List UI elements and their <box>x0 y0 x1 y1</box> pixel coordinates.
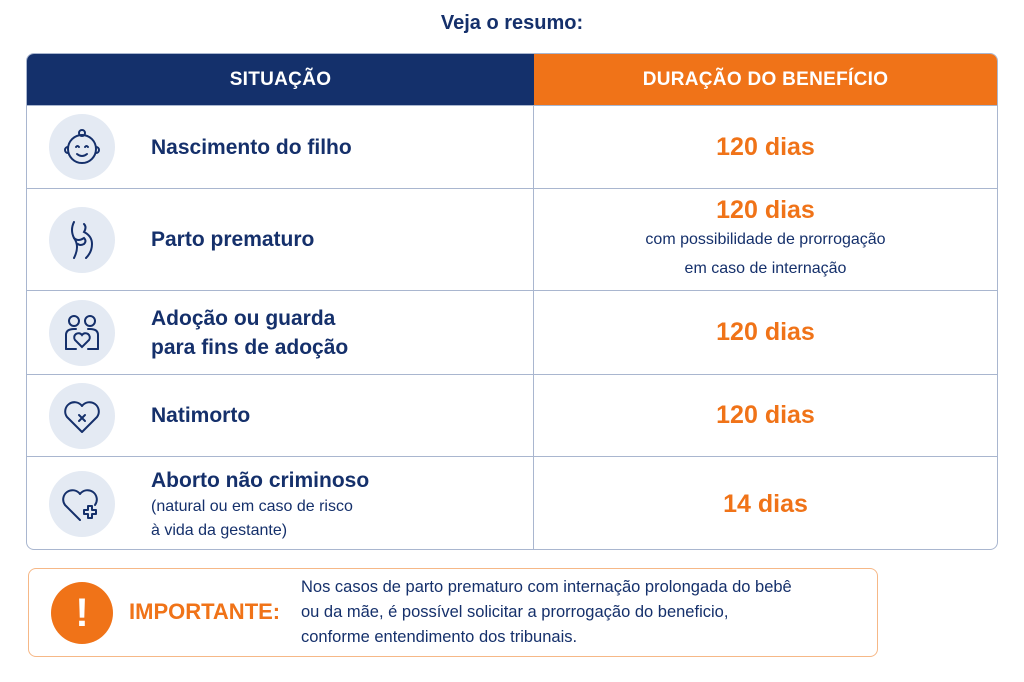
summary-table: SITUAÇÃO DURAÇÃO DO BENEFÍCIO Nascimento… <box>26 53 998 550</box>
page-title: Veja o resumo: <box>440 12 584 34</box>
duration-value: 14 dias <box>723 489 808 518</box>
header-situacao: SITUAÇÃO <box>27 54 534 105</box>
situation-label: Parto prematuro <box>151 228 315 251</box>
sublabel-line: (natural ou em caso de risco <box>151 497 353 515</box>
baby-face-icon <box>49 114 115 180</box>
heart-x-icon <box>49 382 115 449</box>
table-row: Parto prematuro 120 dias com possibilida… <box>27 188 997 290</box>
situation-label: Nascimento do filho <box>151 135 352 159</box>
situation-label: Aborto não criminoso <box>151 468 370 492</box>
situation-sublabel: (natural ou em caso de risco à vida da g… <box>151 495 369 543</box>
table-row: Adoção ou guarda para fins de adoção 120… <box>27 290 997 374</box>
pregnant-belly-icon <box>49 206 115 273</box>
duration-note-line: com possibilidade de prorrogação <box>645 231 886 248</box>
table-row: Aborto não criminoso (natural ou em caso… <box>27 456 997 549</box>
important-text: Nos casos de parto prematuro com interna… <box>301 575 871 650</box>
duration-value: 120 dias <box>716 132 815 161</box>
important-label: IMPORTANTE: <box>129 599 281 624</box>
table-row: Nascimento do filho 120 dias <box>27 105 997 188</box>
important-note: ! IMPORTANTE: Nos casos de parto prematu… <box>28 568 878 657</box>
note-line: Nos casos de parto prematuro com interna… <box>301 578 792 596</box>
situation-label: Natimorto <box>151 404 251 427</box>
situation-label: Adoção ou guarda para fins de adoção <box>151 304 348 362</box>
note-line: ou da mãe, é possível solicitar a prorro… <box>301 603 729 621</box>
header-duracao: DURAÇÃO DO BENEFÍCIO <box>534 54 997 105</box>
table-row: Natimorto 120 dias <box>27 374 997 456</box>
duration-value: 120 dias <box>716 318 815 346</box>
duration-note-line: em caso de internação <box>684 260 847 277</box>
sublabel-line: à vida da gestante) <box>151 521 288 539</box>
parents-heart-icon <box>49 299 115 366</box>
duration-value: 120 dias <box>716 196 815 224</box>
heart-plus-icon <box>49 471 115 537</box>
note-line: conforme entendimento dos tribunais. <box>301 628 578 646</box>
situation-label-line: para fins de adoção <box>151 335 349 359</box>
duration-note: com possibilidade de prorrogação em caso… <box>645 225 885 283</box>
exclamation-icon: ! <box>51 582 113 644</box>
table-header: SITUAÇÃO DURAÇÃO DO BENEFÍCIO <box>27 54 997 105</box>
duration-value: 120 dias <box>716 401 815 429</box>
situation-label-line: Adoção ou guarda <box>151 306 336 330</box>
